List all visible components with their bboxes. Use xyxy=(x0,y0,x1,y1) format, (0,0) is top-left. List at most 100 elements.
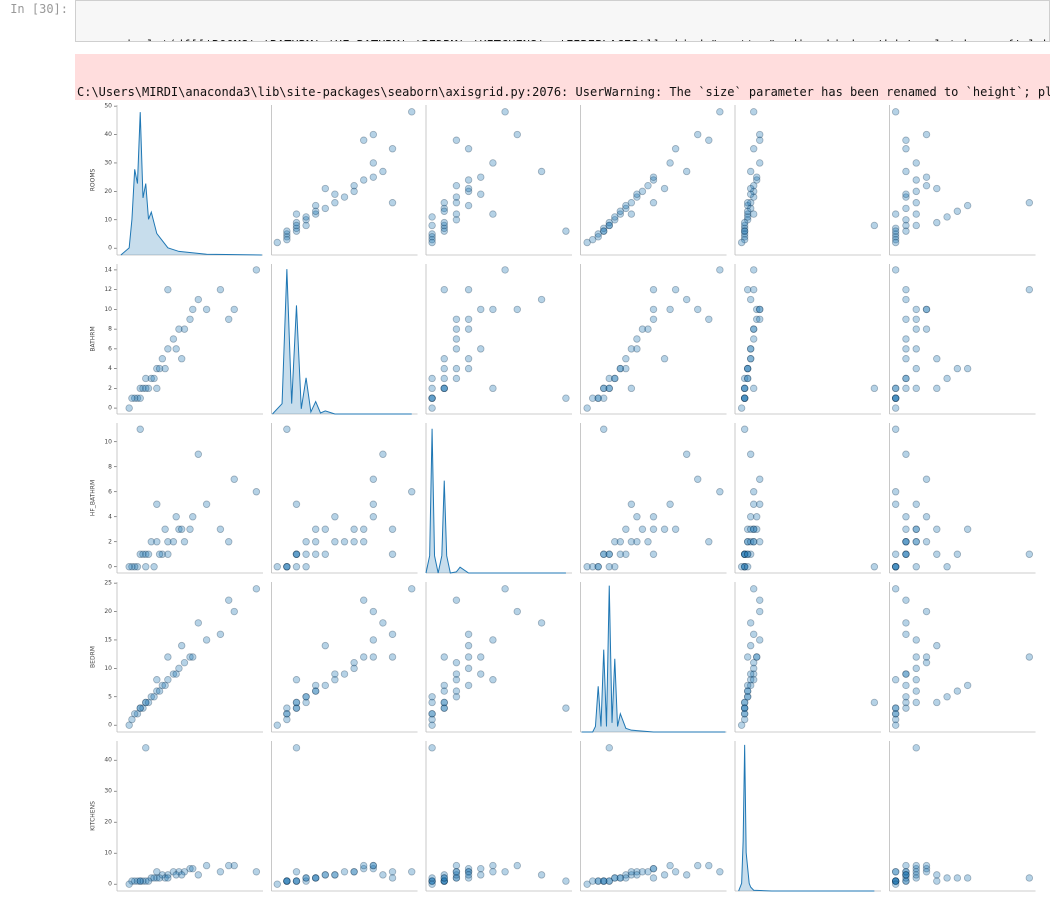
y-tick-label: 30 xyxy=(104,788,112,795)
scatter-point xyxy=(283,227,291,235)
scatter-point xyxy=(671,868,680,876)
scatter-point xyxy=(912,538,920,546)
scatter-point xyxy=(273,563,281,571)
scatter-point xyxy=(311,874,320,882)
scatter-point xyxy=(753,653,761,661)
scatter-point xyxy=(611,374,619,383)
scatter-point xyxy=(912,874,920,882)
scatter-point xyxy=(891,210,900,218)
scatter-point xyxy=(694,861,702,870)
scatter-point xyxy=(350,525,358,533)
scatter-point xyxy=(428,880,436,888)
scatter-point xyxy=(292,698,301,707)
y-tick-label: 0 xyxy=(108,245,112,252)
scatter-point xyxy=(128,715,136,724)
scatter-point xyxy=(611,874,619,882)
scatter-point xyxy=(360,538,368,546)
scatter-point xyxy=(870,221,879,230)
scatter-point xyxy=(611,538,619,546)
scatter-point xyxy=(464,874,473,882)
scatter-point xyxy=(452,670,461,678)
code-cell[interactable]: sns.pairplot(df[['ROOMS','BATHRM','HF_BA… xyxy=(75,0,1050,42)
scatter-point xyxy=(902,871,910,879)
scatter-point xyxy=(750,525,758,533)
scatter-point xyxy=(705,136,713,144)
scatter-point xyxy=(750,658,758,667)
cell-prompt: In [30]: xyxy=(10,2,68,16)
scatter-point xyxy=(902,513,910,521)
scatter-point xyxy=(452,210,461,218)
scatter-point xyxy=(694,305,702,314)
scatter-point xyxy=(125,563,133,571)
scatter-point xyxy=(153,538,161,546)
scatter-point xyxy=(360,864,368,873)
scatter-point xyxy=(943,374,951,383)
scatter-point xyxy=(902,221,910,230)
scatter-point xyxy=(388,525,397,533)
scatter-point xyxy=(292,868,301,876)
scatter-point xyxy=(452,687,461,695)
scatter-point xyxy=(562,227,570,235)
scatter-point xyxy=(611,213,619,221)
scatter-point xyxy=(428,374,436,383)
scatter-point xyxy=(178,525,186,533)
scatter-point xyxy=(489,210,497,218)
scatter-point xyxy=(891,550,900,558)
scatter-point xyxy=(616,207,625,215)
scatter-point xyxy=(902,193,910,201)
scatter-point xyxy=(912,687,920,695)
scatter-point xyxy=(912,676,920,684)
scatter-point xyxy=(452,181,461,190)
scatter-point xyxy=(302,221,310,230)
scatter-point xyxy=(369,173,378,181)
scatter-point xyxy=(369,513,378,521)
scatter-point xyxy=(252,868,261,876)
scatter-point xyxy=(740,384,749,393)
scatter-point xyxy=(666,159,674,167)
scatter-point xyxy=(128,563,136,571)
scatter-point xyxy=(649,874,658,882)
scatter-point xyxy=(600,384,608,393)
scatter-point xyxy=(153,384,161,393)
scatter-point xyxy=(743,538,752,546)
scatter-point xyxy=(202,305,211,314)
scatter-point xyxy=(464,868,473,876)
kde-area xyxy=(272,269,412,414)
scatter-point xyxy=(891,384,900,393)
scatter-point xyxy=(743,693,752,701)
scatter-point xyxy=(740,698,749,707)
scatter-point xyxy=(440,285,448,294)
scatter-point xyxy=(464,145,473,153)
scatter-point xyxy=(605,550,613,558)
scatter-point xyxy=(583,404,591,412)
scatter-point xyxy=(616,550,625,558)
scatter-point xyxy=(477,345,485,353)
scatter-point xyxy=(513,130,521,139)
scatter-point xyxy=(142,384,150,393)
y-tick-label: 20 xyxy=(104,188,112,195)
scatter-point xyxy=(452,335,461,343)
scatter-point xyxy=(477,871,485,879)
scatter-point xyxy=(660,355,669,363)
scatter-point xyxy=(622,364,630,373)
scatter-point xyxy=(902,550,910,558)
scatter-point xyxy=(756,130,764,139)
scatter-point xyxy=(750,325,758,333)
scatter-point xyxy=(194,619,202,627)
scatter-point xyxy=(600,550,608,558)
scatter-point xyxy=(153,676,161,684)
scatter-point xyxy=(740,704,749,712)
scatter-point xyxy=(302,874,310,882)
scatter-point xyxy=(605,384,613,393)
scatter-point xyxy=(933,871,941,879)
scatter-point xyxy=(1025,199,1034,207)
scatter-point xyxy=(360,176,368,184)
scatter-point xyxy=(428,384,436,393)
scatter-point xyxy=(716,108,724,116)
y-tick-label: 5 xyxy=(108,693,112,700)
scatter-point xyxy=(891,394,900,402)
scatter-point xyxy=(230,607,238,616)
scatter-point xyxy=(477,190,485,198)
scatter-point xyxy=(452,874,461,882)
scatter-point xyxy=(633,871,641,879)
